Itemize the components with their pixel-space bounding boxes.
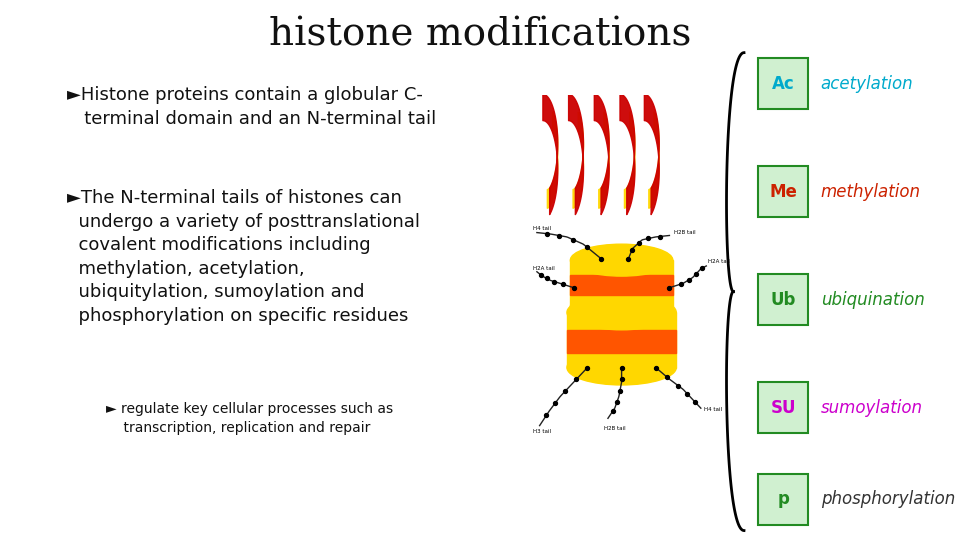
Point [605, 407, 620, 415]
Ellipse shape [570, 291, 673, 322]
Point [533, 271, 548, 279]
FancyBboxPatch shape [758, 382, 808, 433]
Text: methylation: methylation [821, 183, 921, 201]
Point [558, 387, 573, 396]
FancyBboxPatch shape [758, 166, 808, 217]
Point [552, 231, 567, 240]
Point [688, 269, 704, 278]
Point [539, 411, 554, 420]
Point [579, 242, 594, 251]
Text: Ac: Ac [772, 75, 795, 93]
Text: ►The N-terminal tails of histones can
  undergo a variety of posttranslational
 : ►The N-terminal tails of histones can un… [67, 189, 420, 325]
Point [652, 232, 667, 241]
Text: SU: SU [771, 399, 796, 417]
Text: H2A tail: H2A tail [708, 259, 730, 264]
Ellipse shape [570, 244, 673, 276]
Point [680, 390, 695, 399]
Point [660, 373, 675, 381]
Text: p: p [778, 490, 789, 509]
Text: H2B tail: H2B tail [604, 426, 626, 431]
Text: sumoylation: sumoylation [821, 399, 923, 417]
Point [695, 264, 710, 272]
Point [614, 375, 630, 384]
Point [682, 275, 697, 284]
Bar [567, 312, 676, 368]
Text: H4 tail: H4 tail [704, 407, 722, 412]
Point [670, 381, 685, 390]
Point [673, 280, 688, 288]
Text: Ub: Ub [771, 291, 796, 309]
Point [593, 254, 609, 263]
Point [610, 397, 625, 406]
Point [568, 375, 584, 384]
Bar [570, 275, 673, 295]
Point [687, 397, 703, 406]
Ellipse shape [567, 350, 676, 385]
Point [546, 277, 562, 286]
Bar [570, 260, 673, 307]
Point [614, 363, 630, 372]
Ellipse shape [567, 295, 676, 330]
Text: H3 tail: H3 tail [533, 429, 551, 434]
Text: ► regulate key cellular processes such as
    transcription, replication and rep: ► regulate key cellular processes such a… [106, 402, 393, 435]
Point [539, 230, 554, 238]
Point [621, 254, 636, 263]
Text: ►Histone proteins contain a globular C-
   terminal domain and an N-terminal tai: ►Histone proteins contain a globular C- … [67, 86, 437, 128]
Text: H2A tail: H2A tail [533, 266, 555, 271]
Text: phosphorylation: phosphorylation [821, 490, 955, 509]
Point [631, 239, 646, 247]
Point [640, 234, 656, 243]
FancyBboxPatch shape [758, 274, 808, 325]
Point [612, 387, 628, 396]
Text: acetylation: acetylation [821, 75, 913, 93]
Point [555, 280, 570, 288]
FancyBboxPatch shape [758, 474, 808, 525]
Text: histone modifications: histone modifications [269, 16, 691, 53]
Point [547, 399, 563, 408]
Point [540, 274, 555, 283]
Text: ubiquination: ubiquination [821, 291, 924, 309]
Text: H4 tail: H4 tail [533, 226, 551, 231]
Bar [567, 330, 676, 353]
Point [566, 284, 582, 292]
Point [661, 284, 677, 292]
Point [565, 235, 581, 244]
Point [648, 363, 663, 372]
Text: Me: Me [769, 183, 798, 201]
Point [580, 363, 595, 372]
FancyBboxPatch shape [758, 58, 808, 109]
Point [624, 246, 639, 255]
Text: H2B tail: H2B tail [674, 230, 695, 235]
